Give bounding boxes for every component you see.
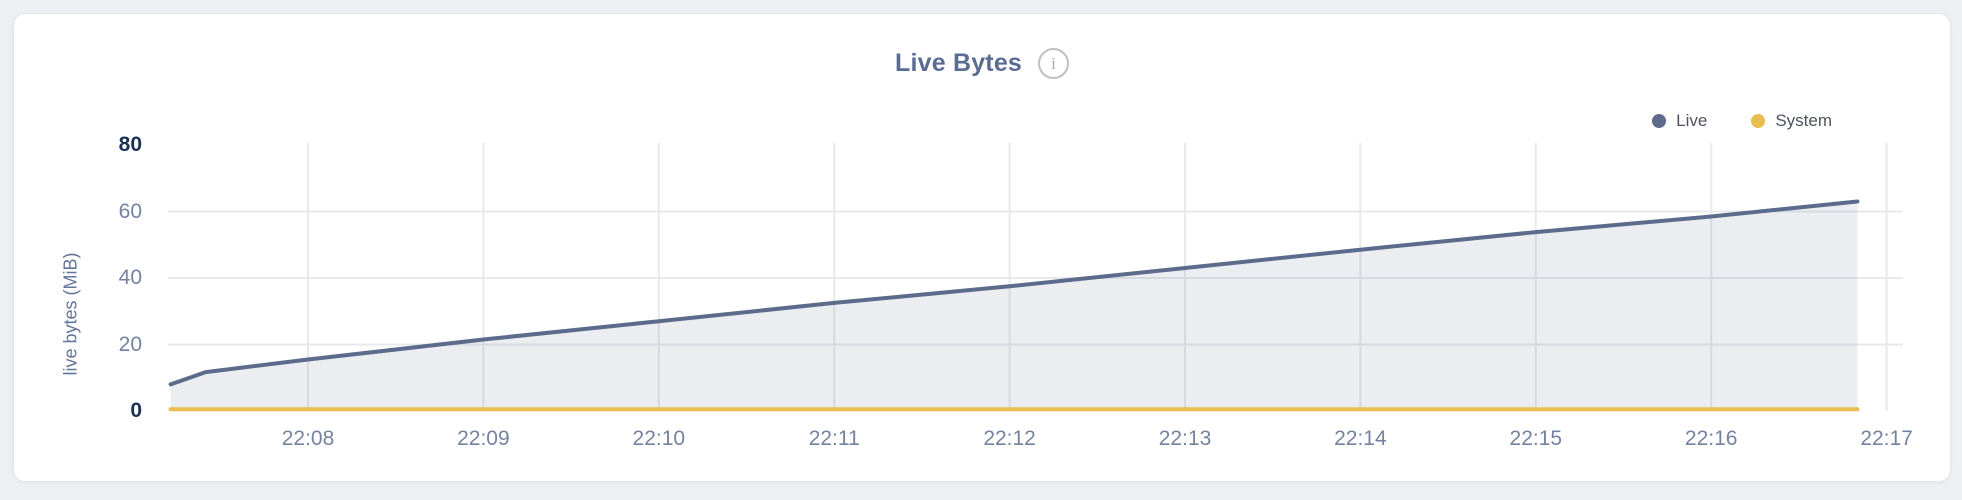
y-tick-label: 60 (118, 199, 142, 223)
legend-item-live[interactable]: Live (1652, 111, 1707, 131)
live-series-dot-icon (1652, 114, 1667, 128)
x-tick-label: 22:14 (1334, 427, 1387, 450)
y-tick-label: 20 (118, 332, 142, 356)
legend-label-live: Live (1676, 111, 1708, 130)
x-tick-label: 22:12 (983, 427, 1036, 450)
x-tick-label: 22:13 (1158, 427, 1212, 450)
x-tick-label: 22:17 (1860, 427, 1913, 450)
x-tick-label: 22:15 (1509, 427, 1563, 450)
y-tick-label: 0 (130, 399, 142, 422)
legend-label-system: System (1775, 111, 1832, 130)
legend: Live System (1652, 111, 1832, 131)
info-icon[interactable]: i (1038, 48, 1070, 79)
x-tick-label: 22:10 (632, 427, 686, 450)
system-series-dot-icon (1751, 114, 1766, 128)
live-series-area (170, 201, 1858, 411)
y-axis-ticks: 0 20 40 60 80 (90, 0, 142, 500)
x-tick-label: 22:09 (457, 427, 510, 450)
y-tick-label: 40 (118, 266, 142, 289)
x-tick-label: 22:08 (281, 427, 335, 450)
y-tick-label: 80 (118, 133, 142, 156)
chart-title: Live Bytes (894, 49, 1023, 77)
chart-header: Live Bytes i (14, 48, 1950, 79)
live-series-line (168, 199, 1860, 387)
chart-card: Live Bytes i Live System live bytes (MiB… (13, 13, 1951, 482)
legend-item-system[interactable]: System (1751, 111, 1832, 131)
x-tick-label: 22:16 (1684, 427, 1738, 450)
x-tick-label: 22:11 (808, 427, 860, 450)
